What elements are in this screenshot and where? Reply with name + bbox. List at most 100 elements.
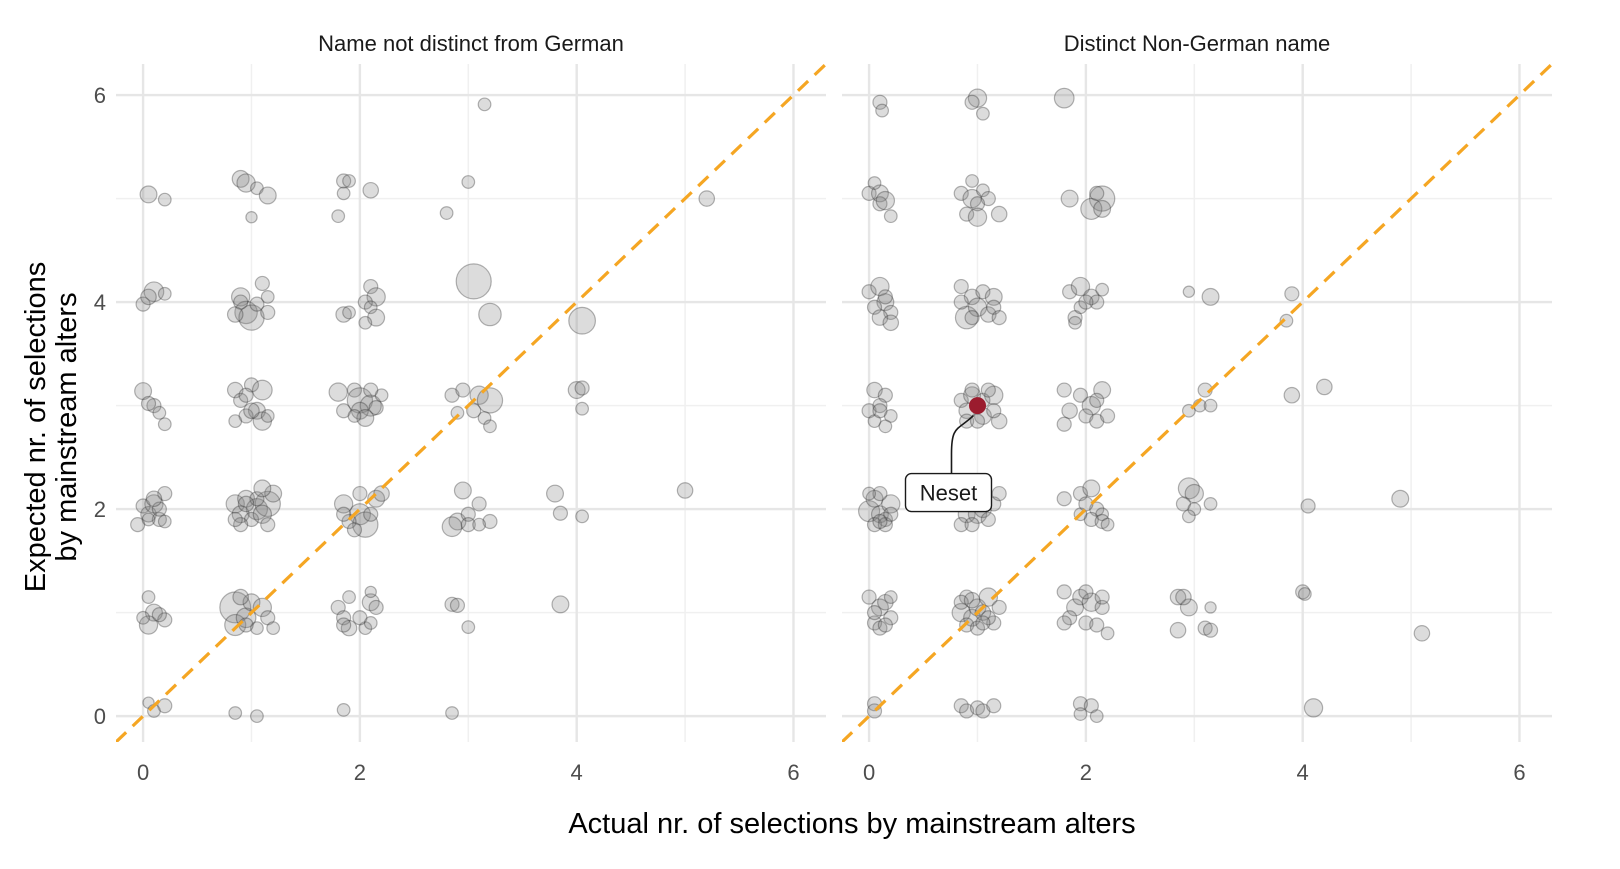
data-point bbox=[984, 287, 1003, 306]
data-point bbox=[967, 88, 988, 108]
data-point bbox=[441, 516, 463, 538]
data-point bbox=[991, 599, 1007, 616]
data-point bbox=[866, 299, 883, 315]
data-point bbox=[157, 612, 173, 628]
data-point bbox=[883, 590, 898, 604]
data-point bbox=[969, 700, 986, 716]
data-point bbox=[1089, 413, 1105, 429]
data-point bbox=[1175, 588, 1192, 606]
data-point bbox=[1283, 386, 1301, 404]
data-point bbox=[364, 585, 377, 599]
x-tick-label: 2 bbox=[354, 760, 366, 785]
data-point bbox=[877, 593, 894, 611]
data-point bbox=[482, 513, 498, 530]
data-point bbox=[980, 610, 996, 626]
data-point bbox=[1078, 584, 1094, 600]
data-point bbox=[336, 403, 352, 419]
data-point bbox=[975, 703, 991, 719]
data-point bbox=[1078, 408, 1094, 424]
data-point bbox=[875, 190, 896, 211]
x-tick-label: 4 bbox=[1297, 760, 1309, 785]
data-point bbox=[969, 413, 986, 429]
data-point bbox=[151, 501, 167, 517]
data-point bbox=[346, 522, 363, 538]
data-point bbox=[226, 381, 244, 399]
data-point bbox=[336, 186, 351, 201]
data-point bbox=[250, 709, 264, 724]
data-point bbox=[546, 484, 565, 503]
data-point bbox=[953, 185, 969, 201]
data-point bbox=[250, 181, 264, 196]
data-point bbox=[450, 405, 465, 420]
data-point bbox=[373, 485, 390, 502]
data-point bbox=[866, 381, 883, 399]
data-point bbox=[245, 210, 258, 224]
data-point bbox=[870, 505, 889, 524]
data-point bbox=[980, 511, 996, 528]
data-point bbox=[1081, 395, 1102, 416]
data-point bbox=[331, 209, 346, 224]
identity-line bbox=[842, 64, 1552, 742]
data-point bbox=[870, 184, 889, 203]
data-point bbox=[1080, 197, 1103, 221]
data-point bbox=[358, 621, 373, 636]
highlight-label: Neset bbox=[920, 481, 977, 506]
data-point bbox=[959, 703, 975, 719]
data-point bbox=[138, 615, 159, 635]
data-point bbox=[986, 299, 1002, 315]
data-point bbox=[967, 297, 988, 317]
data-point bbox=[362, 181, 380, 199]
data-point bbox=[1095, 282, 1110, 297]
data-point bbox=[233, 392, 249, 409]
data-point bbox=[144, 603, 163, 622]
data-point bbox=[964, 517, 980, 533]
data-point bbox=[1300, 498, 1316, 514]
data-point bbox=[260, 517, 276, 533]
data-point bbox=[254, 275, 270, 292]
data-point bbox=[243, 511, 260, 528]
data-point bbox=[134, 382, 153, 401]
data-point bbox=[872, 94, 888, 110]
data-point bbox=[140, 505, 157, 523]
data-point bbox=[366, 287, 386, 307]
data-point bbox=[975, 284, 991, 300]
data-point bbox=[258, 186, 277, 205]
data-point bbox=[445, 706, 459, 720]
data-point bbox=[141, 512, 156, 527]
data-point bbox=[976, 106, 990, 121]
data-point bbox=[871, 309, 889, 326]
data-point bbox=[225, 494, 245, 514]
data-point bbox=[551, 595, 570, 614]
data-point bbox=[1179, 598, 1198, 617]
data-point bbox=[965, 174, 979, 188]
data-point bbox=[224, 613, 247, 637]
data-point bbox=[1062, 610, 1078, 626]
data-point bbox=[328, 382, 348, 402]
data-point bbox=[264, 484, 283, 503]
x-tick-label: 0 bbox=[137, 760, 149, 785]
data-point bbox=[151, 511, 167, 528]
data-point bbox=[962, 188, 982, 209]
data-point bbox=[1072, 696, 1089, 712]
data-point bbox=[875, 103, 890, 118]
data-point bbox=[574, 380, 590, 396]
data-point bbox=[238, 304, 265, 331]
data-point bbox=[969, 620, 986, 636]
data-point bbox=[477, 411, 492, 425]
data-point bbox=[136, 610, 150, 625]
data-point bbox=[964, 94, 980, 110]
data-point bbox=[872, 397, 888, 414]
data-point bbox=[368, 400, 384, 416]
y-tick-label: 4 bbox=[94, 290, 106, 315]
data-point bbox=[1303, 698, 1324, 718]
data-point bbox=[249, 491, 265, 507]
data-point bbox=[872, 485, 888, 502]
data-point bbox=[953, 594, 969, 610]
data-point bbox=[883, 304, 899, 321]
data-point bbox=[964, 382, 980, 398]
data-point bbox=[1202, 622, 1219, 638]
data-point bbox=[953, 294, 969, 310]
data-point bbox=[230, 287, 251, 307]
data-point bbox=[238, 387, 254, 403]
data-point bbox=[872, 403, 888, 419]
